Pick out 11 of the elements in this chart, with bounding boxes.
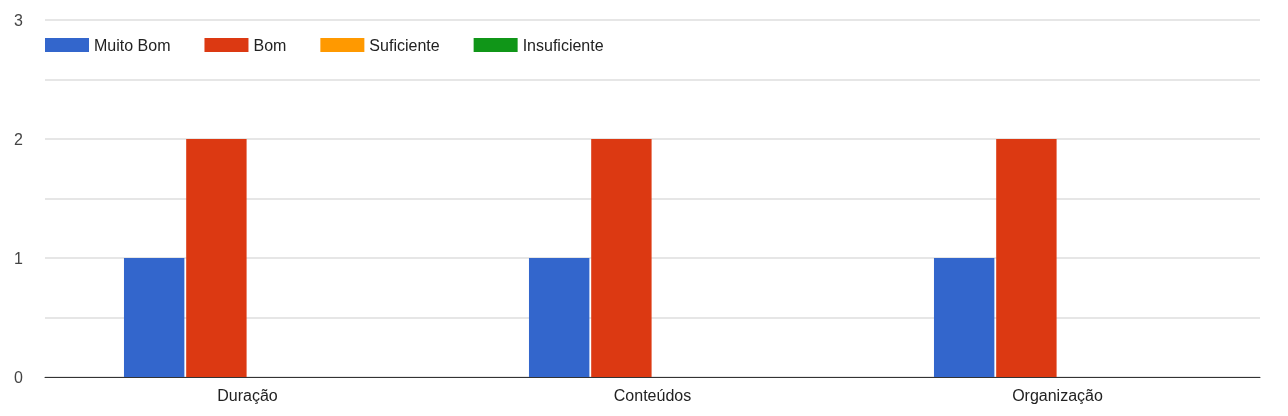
x-tick-label: Organização [1012,386,1103,404]
y-tick-label: 1 [14,249,24,267]
x-tick-label: Duração [217,386,278,404]
legend-label: Muito Bom [94,36,171,54]
x-tick-label: Conteúdos [613,386,692,404]
y-tick-label: 2 [14,130,24,148]
y-tick-label: 0 [14,368,24,386]
y-tick-label: 3 [14,11,24,29]
legend-label: Bom [253,36,287,54]
legend-label: Insuficiente [522,36,604,54]
legend-label: Suficiente [369,36,440,54]
